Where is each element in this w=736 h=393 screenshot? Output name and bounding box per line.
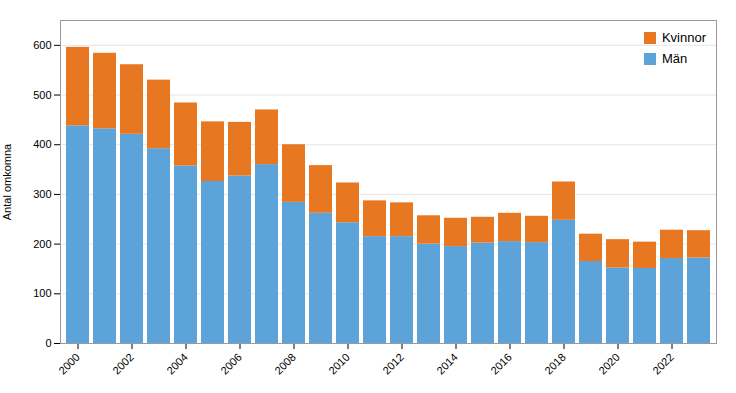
svg-text:2018: 2018: [542, 351, 568, 377]
svg-text:2020: 2020: [596, 351, 622, 377]
html-text:Kvinnor: Kvinnor: [661, 30, 706, 45]
svg-text:500: 500: [33, 89, 51, 101]
svg-text:Antal omkomna: Antal omkomna: [1, 143, 13, 220]
svg-text:2022: 2022: [650, 351, 676, 377]
svg-text:2004: 2004: [164, 351, 190, 377]
svg-text:2000: 2000: [56, 351, 82, 377]
svg-text:2008: 2008: [272, 351, 298, 377]
svg-text:2002: 2002: [110, 351, 136, 377]
svg-text:2014: 2014: [434, 351, 460, 377]
svg-text:400: 400: [33, 138, 51, 150]
svg-text:200: 200: [33, 238, 51, 250]
svg-text:2016: 2016: [488, 351, 514, 377]
svg-text:2012: 2012: [380, 351, 406, 377]
html-text:Män: Män: [661, 51, 688, 66]
svg-text:600: 600: [33, 39, 51, 51]
svg-text:2006: 2006: [218, 351, 244, 377]
svg-text:0: 0: [45, 337, 51, 349]
svg-text:100: 100: [33, 287, 51, 299]
svg-text:2010: 2010: [326, 351, 352, 377]
svg-text:300: 300: [33, 188, 51, 200]
